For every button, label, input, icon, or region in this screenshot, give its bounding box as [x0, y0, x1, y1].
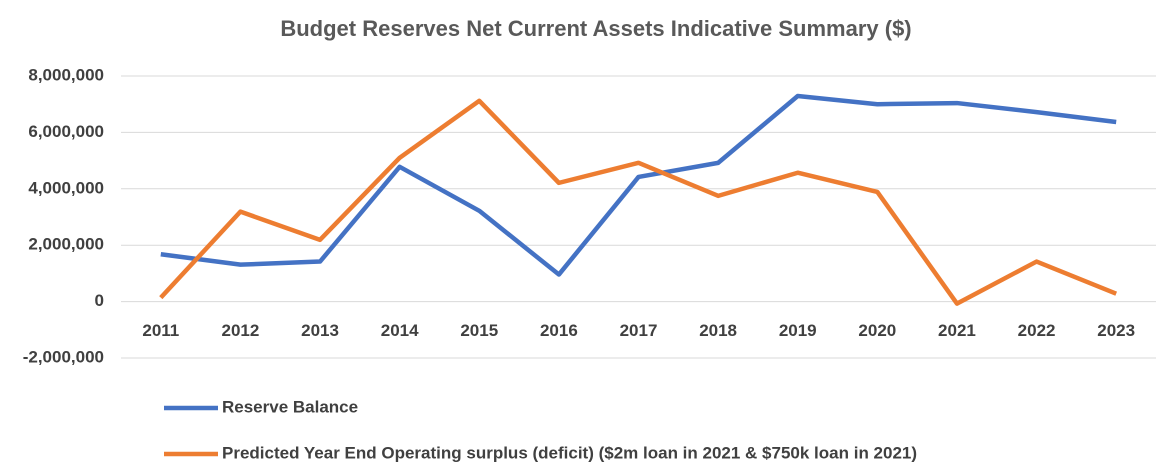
chart-title: Budget Reserves Net Current Assets Indic… [280, 16, 911, 41]
y-tick-label: 0 [95, 291, 104, 310]
y-tick-label: 8,000,000 [28, 65, 104, 84]
series-line [160, 93, 1117, 277]
x-tick-label: 2019 [779, 321, 817, 340]
x-tick-label: 2013 [301, 321, 339, 340]
series-line [159, 98, 1118, 306]
x-tick-label: 2015 [460, 321, 498, 340]
x-tick-label: 2017 [620, 321, 658, 340]
x-tick-label: 2014 [381, 321, 419, 340]
x-tick-label: 2020 [858, 321, 896, 340]
y-tick-label: 6,000,000 [28, 122, 104, 141]
x-tick-label: 2021 [938, 321, 976, 340]
x-tick-label: 2023 [1097, 321, 1135, 340]
y-tick-label: 4,000,000 [28, 178, 104, 197]
y-tick-label: -2,000,000 [23, 347, 104, 366]
x-tick-label: 2012 [222, 321, 260, 340]
x-tick-label: 2016 [540, 321, 578, 340]
legend-label: Reserve Balance [222, 397, 358, 416]
x-tick-label: 2011 [142, 321, 179, 340]
y-tick-label: 2,000,000 [28, 235, 104, 254]
legend-label: Predicted Year End Operating surplus (de… [222, 443, 917, 462]
x-tick-label: 2022 [1018, 321, 1056, 340]
x-tick-label: 2018 [699, 321, 737, 340]
